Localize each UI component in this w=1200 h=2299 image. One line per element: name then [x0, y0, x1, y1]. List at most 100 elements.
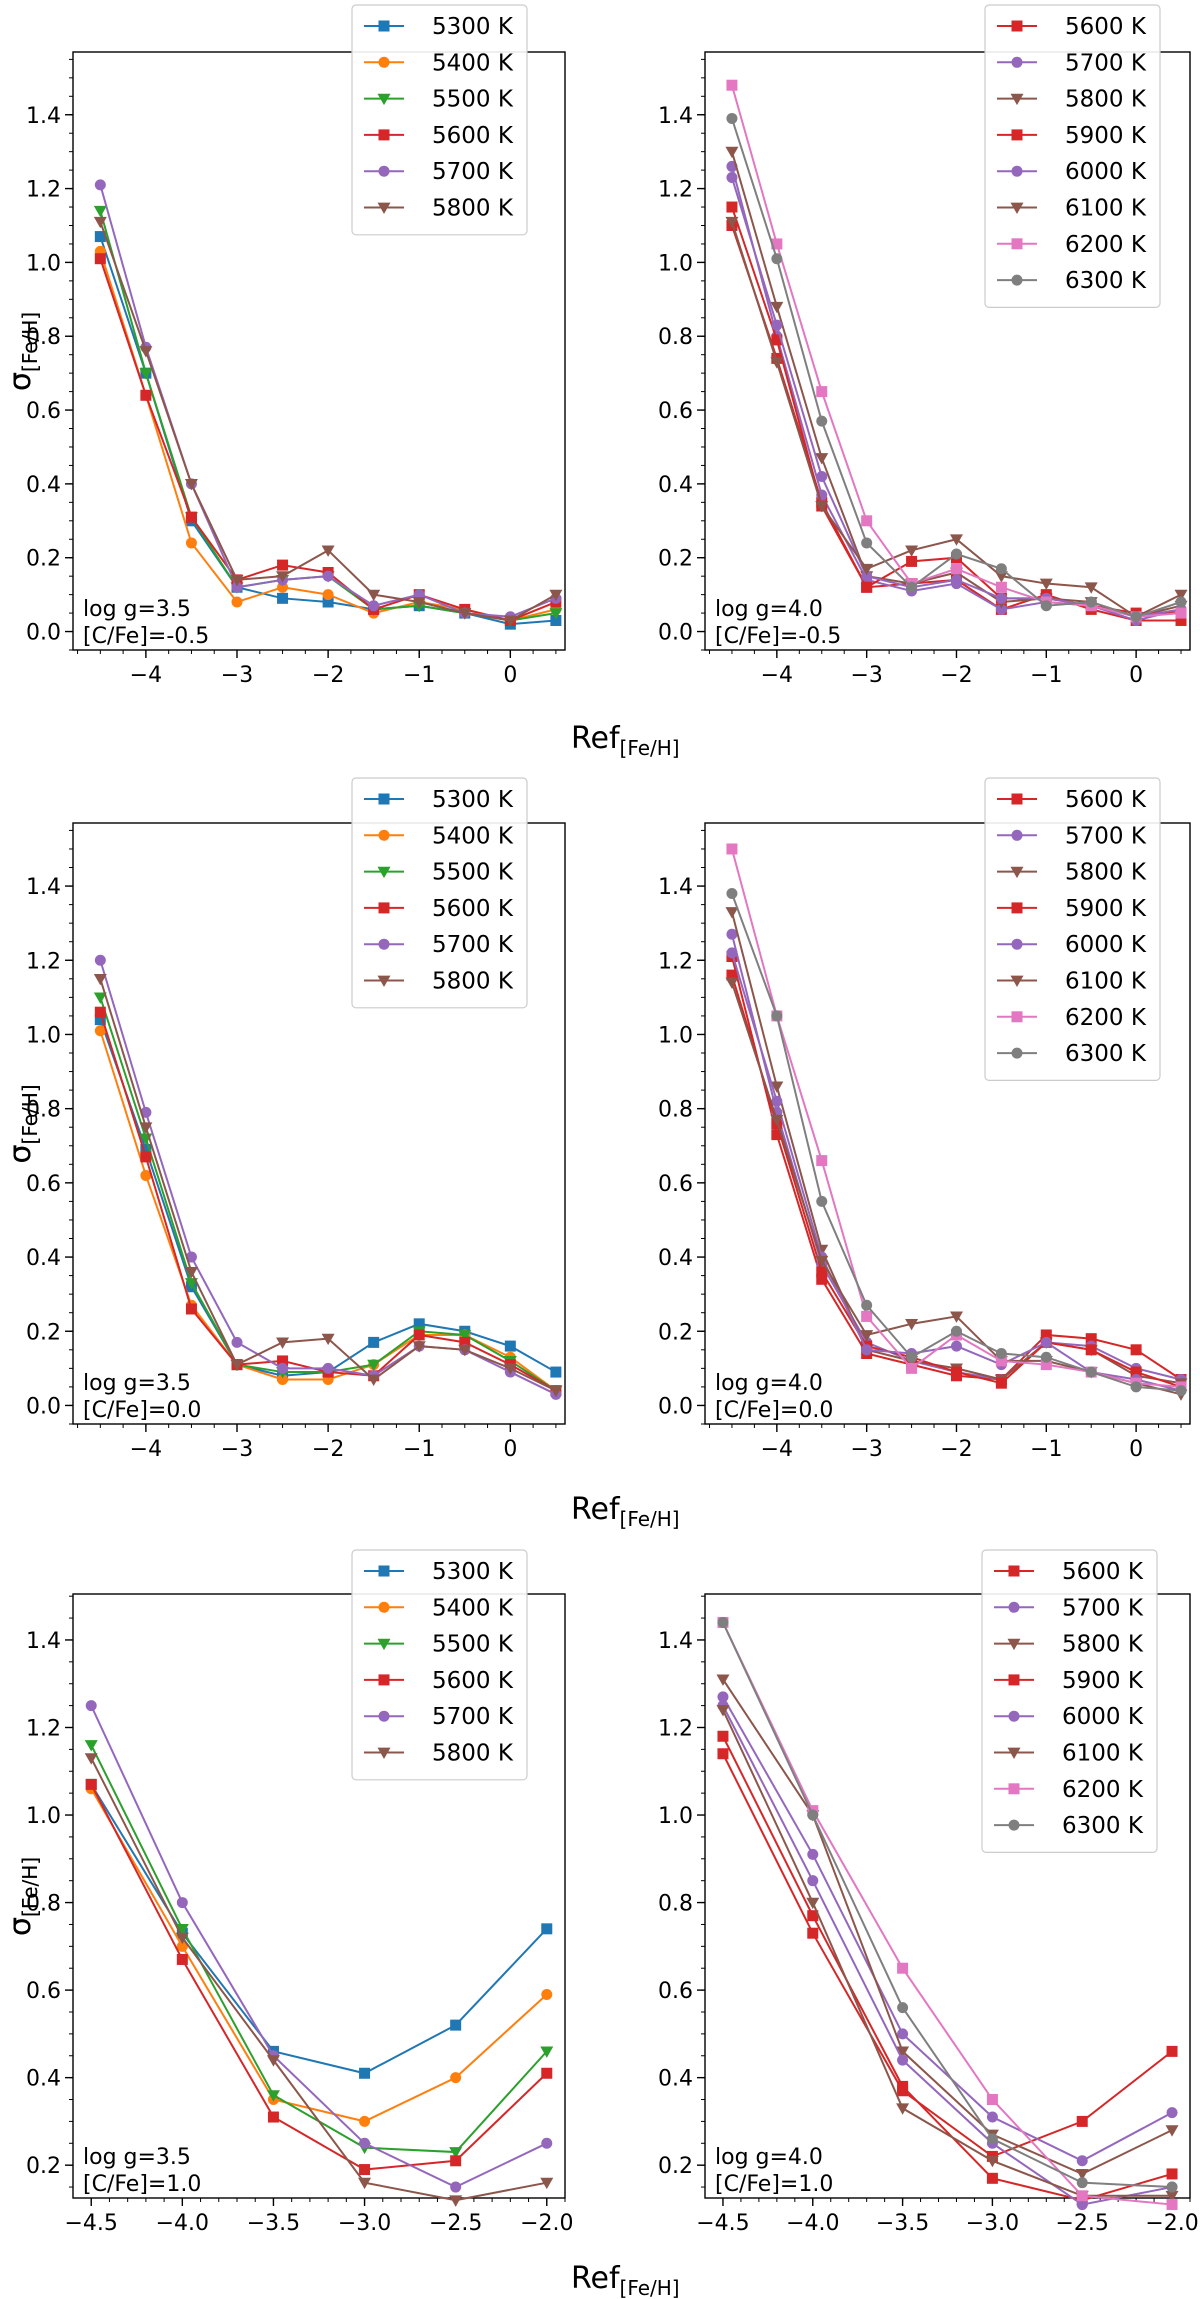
- data-point: [185, 537, 197, 549]
- legend: 5300 K 5400 K 5500 K 5600 K 5700 K 5800 K: [351, 1549, 528, 1781]
- y-tick-label: 1.2: [658, 1716, 693, 1741]
- data-point: [726, 172, 738, 184]
- y-tick-label: 0.4: [26, 473, 61, 498]
- series-line: [90, 1783, 548, 2171]
- data-point: [861, 537, 873, 549]
- data-point: [230, 1359, 244, 1372]
- legend-marker: [1010, 975, 1024, 987]
- data-point: [503, 615, 517, 627]
- x-axis-label: Ref[Fe/H]: [571, 721, 680, 760]
- data-point: [322, 596, 334, 608]
- legend-entry-label: 5300 K: [432, 14, 514, 40]
- data-point: [726, 79, 738, 91]
- legend-marker: [378, 129, 390, 141]
- data-point: [550, 1366, 562, 1378]
- legend-entry-label: 6000 K: [1062, 1704, 1144, 1730]
- data-point: [897, 2054, 909, 2066]
- legend-entry-label: 5900 K: [1065, 896, 1147, 922]
- annotation-c-fe: [C/Fe]=-0.5: [83, 624, 209, 649]
- x-tick-label: −4: [761, 1437, 793, 1462]
- series-6300-k: [726, 887, 1187, 1397]
- legend-entry-label: 5600 K: [432, 1668, 514, 1694]
- data-point: [139, 1122, 153, 1134]
- y-tick-label: 0.2: [658, 1320, 693, 1345]
- legend-marker: [1011, 56, 1023, 68]
- series-5800-k: [93, 216, 563, 627]
- chart-panel-5: 0.2 0.4 0.6 0.8 1.0 1.2 1.4 −4.5 −4.0 −3.5 −3.0 −2.…: [3, 1549, 573, 2236]
- legend-marker: [1008, 1710, 1020, 1722]
- legend-frame: [984, 4, 1161, 308]
- series-5700-k: [94, 954, 562, 1400]
- data-point: [1166, 2199, 1178, 2211]
- data-point: [717, 1616, 729, 1628]
- data-point: [815, 501, 829, 513]
- data-point: [816, 1155, 828, 1167]
- annotation-c-fe: [C/Fe]=0.0: [715, 1398, 833, 1423]
- y-tick-label: 0.8: [26, 1892, 61, 1917]
- data-point: [725, 907, 739, 919]
- panel-annotation: log g=4.0[C/Fe]=1.0: [715, 2145, 833, 2197]
- series-line: [99, 997, 557, 1392]
- data-point: [413, 1318, 425, 1330]
- data-point: [1166, 2168, 1178, 2180]
- data-point: [770, 1081, 784, 1093]
- series-6300-k: [717, 1616, 1178, 2193]
- data-point: [986, 2094, 998, 2106]
- x-tick-label: −4.0: [156, 2211, 209, 2236]
- y-axis-label: σ[Fe/H]: [3, 312, 42, 391]
- legend-marker: [1007, 1638, 1021, 1651]
- data-point: [231, 596, 243, 608]
- data-point: [276, 1337, 290, 1349]
- data-point: [861, 570, 873, 582]
- data-point: [950, 548, 962, 560]
- data-point: [896, 2046, 910, 2058]
- data-point: [949, 1311, 963, 1323]
- data-point: [1174, 589, 1188, 602]
- data-point: [726, 112, 738, 124]
- y-tick-label: 0.2: [26, 1320, 61, 1345]
- y-tick-label: 0.6: [26, 1979, 61, 2004]
- data-point: [1166, 2045, 1178, 2057]
- data-point: [906, 581, 918, 593]
- data-point: [995, 581, 1007, 593]
- series-line: [90, 1705, 548, 2189]
- data-point: [322, 570, 334, 582]
- data-point: [1040, 1351, 1052, 1363]
- y-tick-label: 0.2: [658, 547, 693, 572]
- data-point: [1085, 1333, 1097, 1345]
- y-tick-label: 0.8: [658, 325, 693, 350]
- data-point: [726, 887, 738, 899]
- x-tick-label: −4.5: [696, 2211, 749, 2236]
- legend-entry-label: 5600 K: [432, 123, 514, 149]
- data-point: [896, 2103, 910, 2115]
- legend-marker: [377, 1747, 391, 1759]
- data-point: [995, 1377, 1007, 1389]
- legend-marker: [1008, 1674, 1020, 1686]
- data-point: [995, 1348, 1007, 1360]
- y-axis-label: σ[Fe/H]: [3, 312, 42, 391]
- data-point: [1076, 2115, 1088, 2127]
- data-point: [1130, 1381, 1142, 1393]
- legend-entry-label: 5400 K: [432, 823, 514, 849]
- legend-marker: [378, 793, 390, 805]
- x-tick-label: −3.5: [876, 2211, 929, 2236]
- legend-marker: [1011, 829, 1023, 841]
- y-tick-label: 1.4: [658, 875, 693, 900]
- data-point: [860, 1330, 874, 1342]
- series-5700-k: [717, 1691, 1178, 2167]
- data-point: [413, 1329, 425, 1341]
- x-tick-label: −1: [403, 1437, 435, 1462]
- series-5500-k: [84, 1740, 554, 2159]
- y-tick-label: 0.6: [658, 1979, 693, 2004]
- y-tick-label: 0.6: [658, 1172, 693, 1197]
- chart-panel-6: 0.2 0.4 0.6 0.8 1.0 1.2 1.4 −4.5 −4.0 −3.5 −3.0 −2.…: [3, 1549, 1199, 2236]
- data-point: [450, 2072, 462, 2084]
- y-tick-label: 0.6: [26, 399, 61, 424]
- y-tick-label: 0.8: [658, 1098, 693, 1123]
- data-point: [816, 386, 828, 398]
- series-5700-k: [85, 1700, 553, 2193]
- legend-entry-label: 5300 K: [432, 787, 514, 813]
- x-axis-label: Ref[Fe/H]: [571, 1492, 680, 1531]
- legend-entry-label: 5800 K: [432, 1741, 514, 1767]
